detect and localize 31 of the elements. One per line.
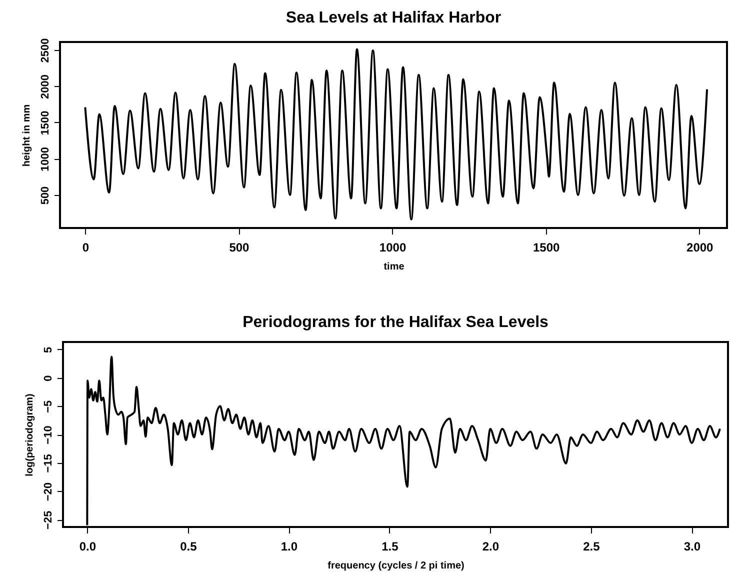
y-tick-label: −20 — [42, 482, 54, 502]
y-tick-label: −15 — [42, 454, 54, 473]
y-tick-label: 500 — [40, 186, 52, 205]
x-tick-label: 1.5 — [382, 540, 399, 554]
x-tick-label: 1000 — [379, 240, 406, 254]
y-tick-label: 0 — [42, 375, 54, 382]
x-tick-label: 0 — [82, 240, 90, 254]
x-axis-title: time — [384, 262, 405, 272]
y-tick-label: 1500 — [40, 110, 52, 136]
y-axis-title: log(periodogram) — [24, 394, 36, 476]
x-tick-label: 2.0 — [482, 540, 500, 554]
y-tick-label: −5 — [42, 400, 54, 413]
line-series — [84, 48, 708, 220]
x-tick-label: 2.5 — [583, 540, 600, 554]
y-tick-label: 1000 — [40, 147, 52, 172]
x-tick-label: 2000 — [686, 240, 714, 254]
chart-title: Sea Levels at Halifax Harbor — [286, 10, 502, 27]
y-tick-label: 2000 — [40, 74, 52, 99]
x-axis-title: frequency (cycles / 2 pi time) — [328, 560, 464, 572]
x-tick-label: 0.0 — [79, 540, 96, 554]
y-tick-label: 2500 — [40, 38, 52, 63]
y-axis-title: height in mm — [22, 104, 32, 167]
x-tick-label: 500 — [229, 240, 250, 254]
y-tick-label: −25 — [42, 510, 54, 530]
y-tick-label: −10 — [42, 426, 54, 444]
y-tick-label: 5 — [42, 346, 54, 353]
x-tick-label: 3.0 — [684, 540, 701, 554]
x-tick-label: 1.0 — [280, 540, 298, 554]
x-tick-label: 1500 — [532, 240, 560, 254]
chart-title: Periodograms for the Halifax Sea Levels — [242, 314, 549, 331]
x-tick-label: 0.5 — [180, 540, 198, 554]
